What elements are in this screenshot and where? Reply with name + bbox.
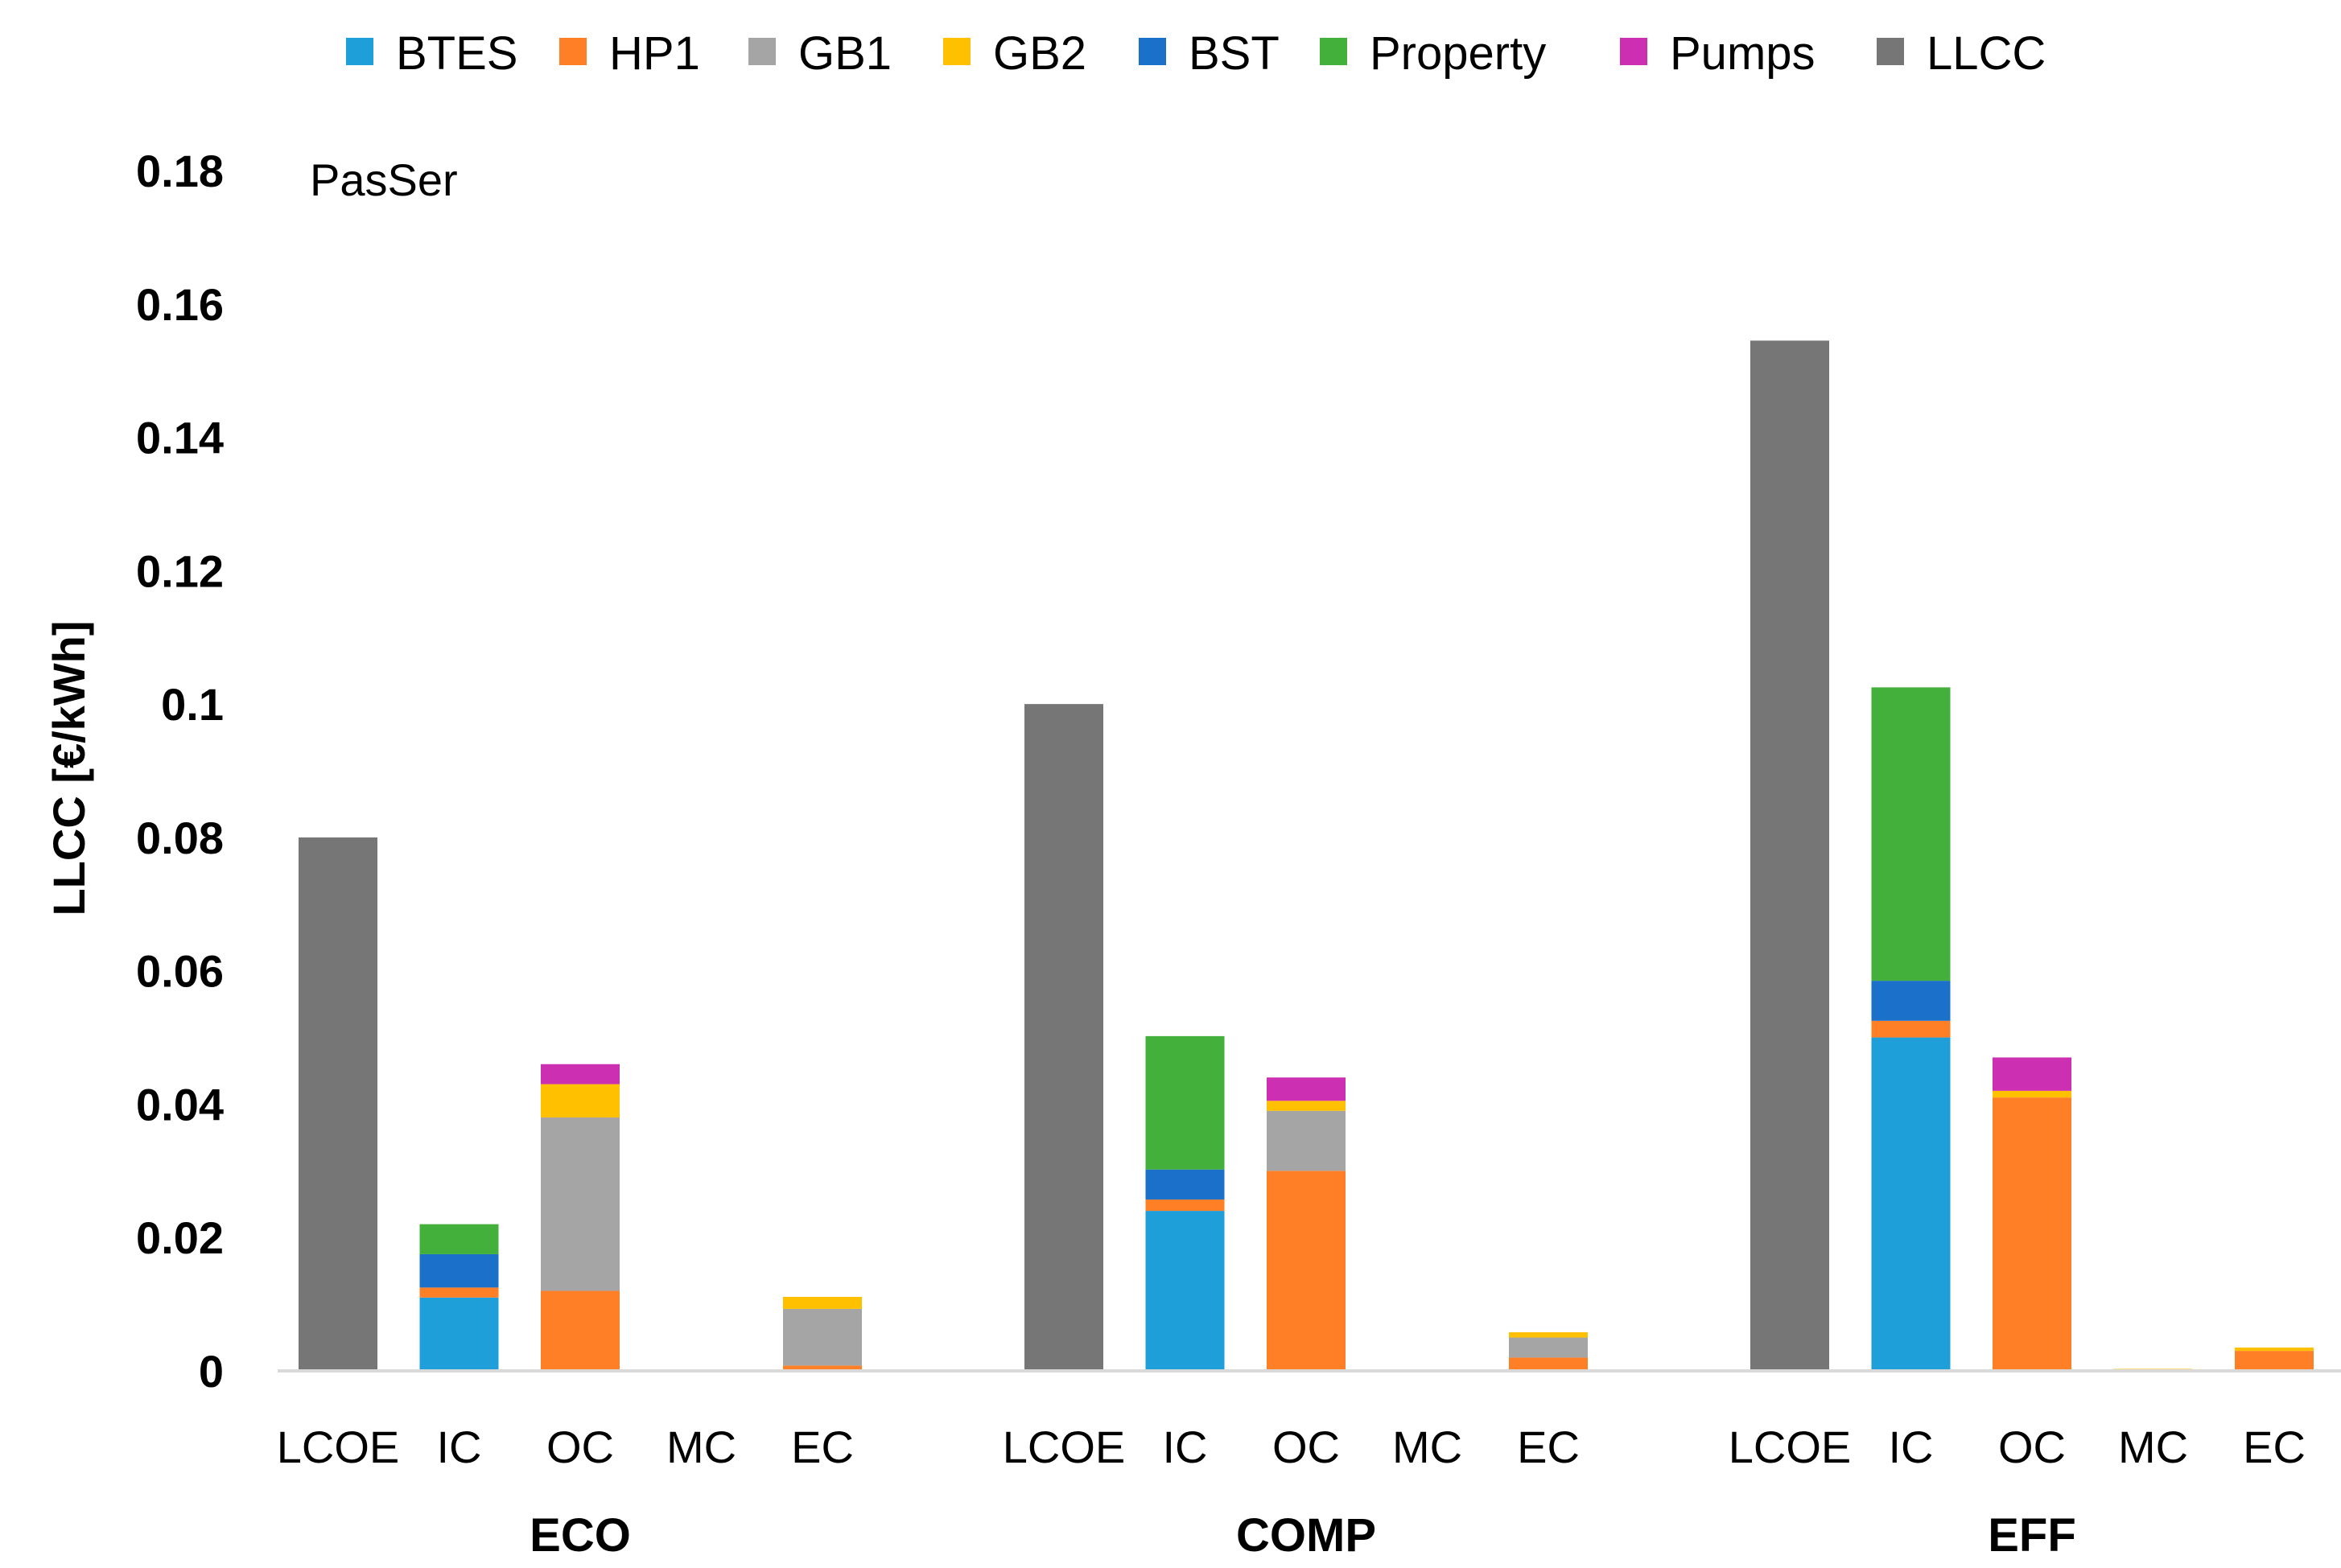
bars	[299, 340, 2314, 1371]
bar-segment-comp-ic-bst	[1145, 1169, 1225, 1200]
x-axis-group-labels: ECO COMP EFF	[530, 1509, 2076, 1562]
y-tick-label: 0.06	[136, 946, 224, 997]
legend-swatch-pumps	[1620, 38, 1647, 65]
bar-segment-eco-ec-hp1	[783, 1365, 862, 1371]
legend: BTES HP1 GB1 GB2 BST Property Pumps LLCC	[346, 27, 2046, 80]
x-category-label: LCOE	[277, 1422, 400, 1472]
bar-segment-eco-oc-hp1	[541, 1290, 620, 1371]
legend-label-gb1: GB1	[798, 27, 892, 80]
legend-label-pumps: Pumps	[1670, 27, 1816, 80]
x-category-label: IC	[437, 1422, 482, 1472]
x-axis-category-labels: LCOE IC OC MC EC LCOE IC OC MC EC LCOE IC OC MC EC	[277, 1422, 2306, 1472]
legend-swatch-bst	[1139, 38, 1166, 65]
legend-label-bst: BST	[1189, 27, 1280, 80]
bar-segment-comp-lcoe-llcc	[1024, 704, 1103, 1371]
bar-segment-eco-oc-gb2	[541, 1084, 620, 1118]
legend-swatch-hp1	[559, 38, 587, 65]
legend-swatch-btes	[346, 38, 373, 65]
x-group-label-eco: ECO	[530, 1509, 631, 1562]
bar-segment-eco-ic-hp1	[419, 1287, 499, 1298]
y-tick-label: 0.02	[136, 1212, 224, 1263]
legend-label-btes: BTES	[396, 27, 518, 80]
bar-segment-comp-ic-hp1	[1145, 1199, 1225, 1212]
bar-segment-eff-ic-property	[1871, 687, 1951, 982]
bar-segment-comp-oc-hp1	[1267, 1171, 1346, 1371]
bar-segment-comp-ic-property	[1145, 1035, 1225, 1170]
bar-segment-eco-oc-pumps	[541, 1064, 620, 1084]
legend-swatch-gb1	[748, 38, 776, 65]
bar-segment-eff-ic-hp1	[1871, 1020, 1951, 1038]
legend-label-llcc: LLCC	[1927, 27, 2046, 80]
y-tick-label: 0.14	[136, 413, 224, 463]
x-category-label: OC	[1272, 1422, 1340, 1472]
bar-segment-comp-ec-gb2	[1509, 1331, 1588, 1338]
x-category-label: IC	[1163, 1422, 1208, 1472]
x-group-label-eff: EFF	[1988, 1509, 2076, 1562]
bar-segment-comp-ec-hp1	[1509, 1357, 1588, 1371]
bar-segment-comp-ic-btes	[1145, 1211, 1225, 1371]
bar-segment-comp-ec-gb1	[1509, 1337, 1588, 1358]
x-category-label: LCOE	[1729, 1422, 1852, 1472]
x-category-label: OC	[1998, 1422, 2066, 1472]
bar-segment-eff-ec-hp1	[2235, 1351, 2314, 1371]
x-category-label: EC	[1517, 1422, 1580, 1472]
legend-swatch-property	[1320, 38, 1347, 65]
bar-segment-eff-oc-hp1	[1993, 1097, 2071, 1371]
x-category-label: MC	[666, 1422, 736, 1472]
legend-swatch-llcc	[1877, 38, 1904, 65]
y-tick-label: 0.12	[136, 545, 224, 596]
y-axis-ticks: 0 0.02 0.04 0.06 0.08 0.1 0.12 0.14 0.16 0.18	[136, 146, 224, 1397]
y-tick-label: 0.08	[136, 813, 224, 863]
bar-segment-eco-ic-btes	[419, 1297, 499, 1371]
y-tick-label: 0.1	[161, 679, 224, 730]
bar-segment-comp-oc-gb1	[1267, 1110, 1346, 1171]
legend-swatch-gb2	[943, 38, 971, 65]
bar-segment-eco-ec-gb2	[783, 1296, 862, 1309]
bar-segment-eff-ic-bst	[1871, 981, 1951, 1021]
y-tick-label: 0.16	[136, 279, 224, 330]
bar-segment-comp-oc-pumps	[1267, 1077, 1346, 1101]
x-category-label: MC	[1392, 1422, 1462, 1472]
bar-segment-comp-oc-gb2	[1267, 1101, 1346, 1111]
bar-segment-eff-ic-btes	[1871, 1037, 1951, 1371]
x-group-label-comp: COMP	[1236, 1509, 1376, 1562]
x-category-label: EC	[2243, 1422, 2306, 1472]
x-category-label: EC	[791, 1422, 854, 1472]
annotation-passer: PasSer	[310, 154, 458, 205]
bar-segment-eff-lcoe-llcc	[1750, 340, 1829, 1371]
y-tick-label: 0.04	[136, 1079, 224, 1130]
bar-segment-eff-oc-pumps	[1993, 1057, 2071, 1091]
x-category-label: IC	[1889, 1422, 1934, 1472]
legend-label-hp1: HP1	[609, 27, 700, 80]
x-category-label: LCOE	[1003, 1422, 1126, 1472]
bar-segment-eco-ec-gb1	[783, 1308, 862, 1366]
bar-segment-eff-ec-gb2	[2235, 1347, 2314, 1352]
y-axis-title: LLCC [€/kWh]	[43, 620, 94, 916]
bar-segment-eco-ic-bst	[419, 1253, 499, 1288]
x-category-label: OC	[546, 1422, 614, 1472]
bar-segment-eco-oc-gb1	[541, 1117, 620, 1291]
bar-segment-eco-ic-property	[419, 1224, 499, 1254]
legend-label-gb2: GB2	[993, 27, 1086, 80]
x-category-label: MC	[2118, 1422, 2188, 1472]
legend-label-property: Property	[1370, 27, 1546, 80]
bar-segment-eff-oc-gb2	[1993, 1090, 2071, 1098]
y-tick-label: 0	[199, 1346, 224, 1397]
bar-segment-eco-lcoe-llcc	[299, 837, 377, 1371]
y-tick-label: 0.18	[136, 146, 224, 196]
